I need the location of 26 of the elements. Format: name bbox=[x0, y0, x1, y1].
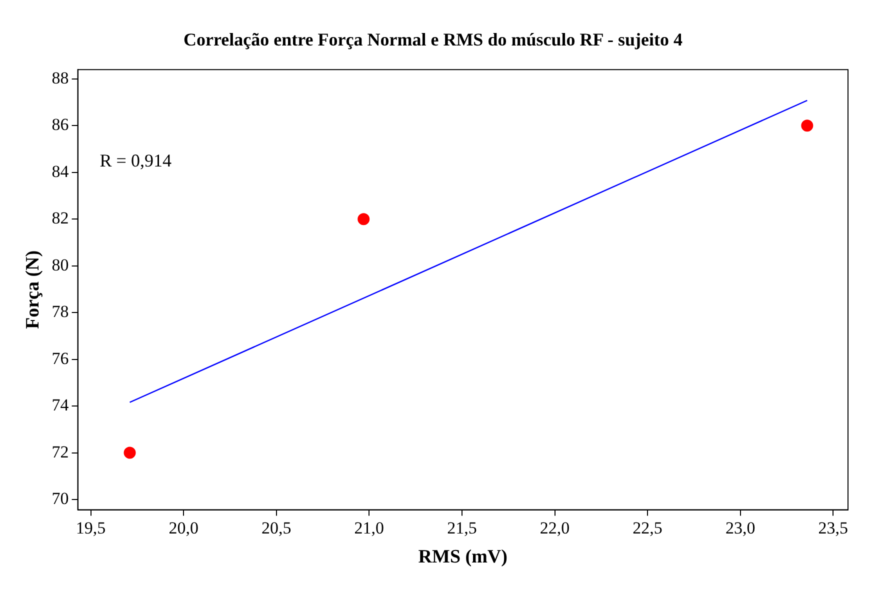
y-tick-label: 82 bbox=[52, 208, 69, 228]
annotation: R = 0,914 bbox=[100, 150, 172, 170]
y-tick-label: 72 bbox=[52, 442, 69, 462]
x-tick-label: 22,5 bbox=[632, 518, 662, 538]
x-tick-label: 23,5 bbox=[818, 518, 848, 538]
y-tick-label: 86 bbox=[52, 115, 69, 134]
y-axis-title: Força (N) bbox=[22, 250, 44, 330]
y-tick-label: 88 bbox=[52, 68, 69, 88]
y-tick-label: 80 bbox=[52, 255, 69, 274]
y-tick-label: 76 bbox=[52, 348, 69, 368]
x-tick-label: 19,5 bbox=[76, 518, 106, 538]
y-tick-label: 84 bbox=[52, 162, 70, 181]
point bbox=[124, 446, 136, 459]
x-tick-label: 21,5 bbox=[447, 518, 477, 538]
x-axis-title: RMS (mV) bbox=[418, 546, 508, 568]
chart-title: Correlação entre Força Normal e RMS do músculo RF - sujeito 4 bbox=[183, 29, 683, 50]
y-tick-label: 70 bbox=[52, 488, 69, 508]
x-tick-label: 22,0 bbox=[540, 518, 570, 538]
x-tick-label: 21,0 bbox=[354, 518, 384, 538]
x-tick-label: 20,5 bbox=[262, 518, 292, 538]
y-tick-label: 78 bbox=[52, 302, 69, 322]
x-tick-label: 23,0 bbox=[725, 518, 756, 538]
point bbox=[801, 120, 814, 132]
x-tick-label: 20,0 bbox=[168, 518, 198, 538]
point bbox=[358, 213, 370, 226]
y-tick-label: 74 bbox=[52, 396, 70, 415]
